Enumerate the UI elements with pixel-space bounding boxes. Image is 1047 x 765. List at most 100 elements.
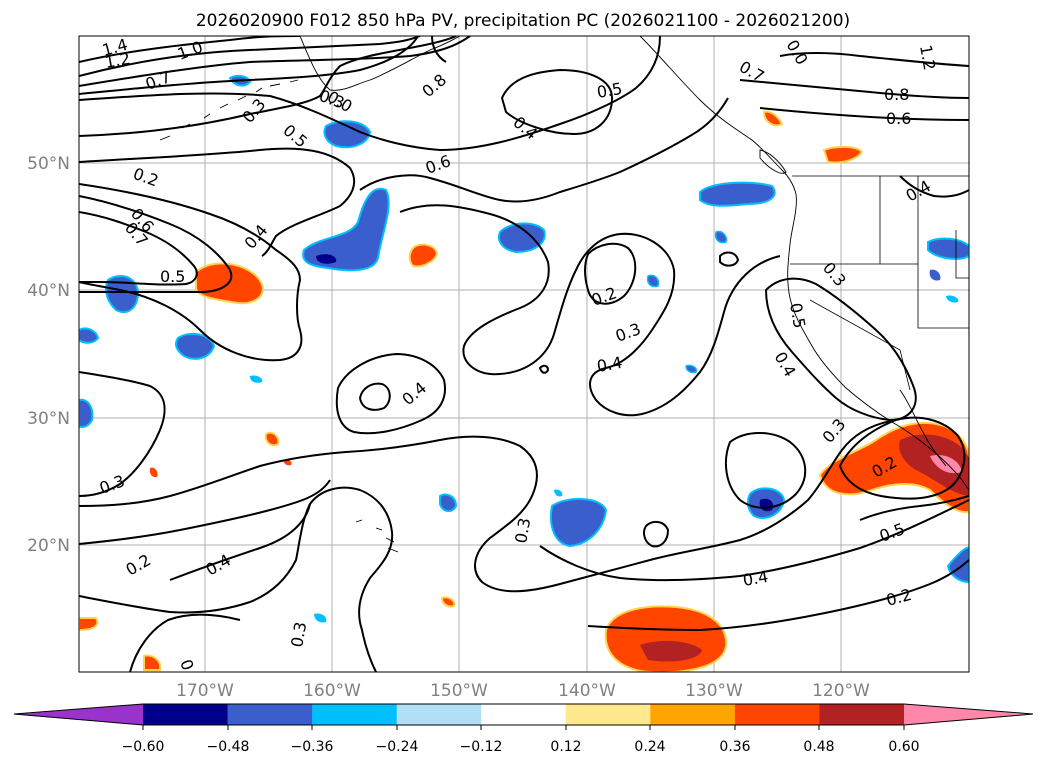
contour-label: 0.3	[287, 620, 310, 648]
pv-contour	[587, 559, 969, 632]
precip-area	[264, 431, 280, 447]
pv-contour	[359, 97, 729, 203]
precip-area	[640, 640, 702, 662]
precip-area	[946, 546, 969, 584]
lon-label: 120°W	[812, 681, 870, 701]
pv-contour	[739, 79, 969, 99]
lat-label: 20°N	[27, 536, 70, 556]
pv-contour	[79, 147, 356, 257]
contour-label: 1.4	[100, 35, 130, 60]
hawaii	[355, 519, 399, 553]
colorbar-tick-label: −0.48	[207, 739, 250, 755]
precip-area	[440, 596, 456, 608]
colorbar-swatch	[312, 704, 398, 725]
colorbar-tick-label: −0.60	[122, 739, 165, 755]
precip-positive-areas	[79, 110, 969, 672]
colorbar-swatch	[734, 704, 820, 725]
map-panel: 1.4 1.2 1.0 0.7 0.5 0.3 0.2 0.6 0.7 0.4 …	[78, 35, 970, 687]
colorbar-tick-label: −0.12	[460, 739, 503, 755]
pv-contour	[79, 479, 331, 545]
pv-contour	[79, 36, 661, 152]
pv-contour	[899, 175, 969, 198]
precip-area	[946, 295, 959, 303]
pv-contour	[643, 520, 670, 548]
borders	[790, 175, 969, 391]
lon-label: 130°W	[685, 681, 743, 701]
pv-contour	[431, 36, 447, 63]
pv-contour	[79, 36, 457, 137]
colorbar-tick-label: 0.48	[803, 739, 834, 755]
pv-contour	[79, 195, 233, 294]
precip-area	[929, 269, 941, 281]
precip-area	[250, 375, 263, 383]
precip-area	[554, 489, 563, 497]
precip-negative-areas	[79, 74, 969, 623]
contour-label: 0.4	[741, 567, 769, 590]
precip-area	[604, 605, 728, 672]
colorbar-swatches	[14, 704, 1033, 725]
colorbar-tick-label: −0.24	[376, 739, 419, 755]
alaska-coast	[299, 36, 461, 91]
colorbar-swatch	[227, 704, 313, 725]
contour-label: 0.3	[511, 516, 534, 544]
precip-area	[79, 327, 100, 344]
colorbar-tick-label: 0.12	[550, 739, 581, 755]
contour-label: 0.5	[595, 79, 623, 102]
precip-area	[79, 398, 94, 429]
colorbar-swatch	[143, 704, 229, 725]
pv-contour	[759, 107, 969, 121]
colorbar-swatch	[904, 704, 1033, 725]
precip-area	[105, 275, 140, 313]
precip-area	[316, 254, 337, 264]
pv-contour	[724, 432, 807, 509]
contour-label: 0.4	[595, 353, 623, 376]
colorbar-tick-label: −0.36	[291, 739, 334, 755]
pv-contour	[79, 486, 394, 672]
contour-label: 1.2	[916, 43, 939, 71]
colorbar-swatch	[819, 704, 905, 725]
colorbar-swatch	[481, 704, 567, 725]
contour-label: 1.2	[103, 49, 131, 72]
north-america-west-coast	[787, 193, 969, 491]
precip-area	[646, 274, 660, 288]
latitude-labels: 50°N 40°N 30°N 20°N	[27, 154, 70, 556]
figure-title: 2026020900 F012 850 hPa PV, precipitatio…	[196, 11, 850, 31]
pv-contours	[79, 36, 969, 672]
pv-contour	[79, 36, 421, 77]
pv-contour	[539, 499, 969, 582]
precip-area	[822, 145, 864, 164]
contour-label: 0.6	[886, 109, 911, 128]
contour-label: 0.5	[160, 267, 185, 286]
pv-contour	[169, 503, 311, 581]
pv-contour	[358, 382, 391, 411]
pv-contour	[79, 419, 897, 593]
pv-contour	[79, 211, 198, 286]
colorbar-swatch	[14, 704, 143, 725]
precip-area	[550, 497, 608, 548]
colorbar-tick-label: 0.60	[888, 739, 919, 755]
colorbar-ticks: −0.60 −0.48 −0.36 −0.24 −0.12 0.12 0.24 …	[122, 739, 920, 755]
pv-contour	[584, 242, 637, 305]
precip-area	[175, 332, 216, 360]
pv-contour	[764, 277, 917, 422]
precip-area	[899, 434, 969, 496]
contour-label: 0.5	[786, 301, 809, 329]
colorbar: −0.60 −0.48 −0.36 −0.24 −0.12 0.12 0.24 …	[13, 703, 1034, 755]
lat-label: 50°N	[27, 154, 70, 174]
pv-contour	[335, 352, 446, 435]
gridlines	[79, 36, 969, 672]
colorbar-tick-marks	[142, 725, 905, 730]
lon-label: 150°W	[430, 681, 488, 701]
pv-contour	[859, 495, 969, 521]
contour-label: 0.2	[176, 657, 203, 687]
pv-contour	[538, 364, 550, 374]
precip-area	[302, 187, 390, 272]
pv-contour	[79, 371, 166, 497]
us-state-borders	[790, 176, 969, 391]
lon-label: 170°W	[176, 681, 234, 701]
contour-label: 0.8	[884, 85, 909, 104]
longitude-labels: 170°W 160°W 150°W 140°W 130°W 120°W	[176, 681, 870, 701]
lon-label: 160°W	[303, 681, 361, 701]
precip-area	[930, 454, 962, 474]
